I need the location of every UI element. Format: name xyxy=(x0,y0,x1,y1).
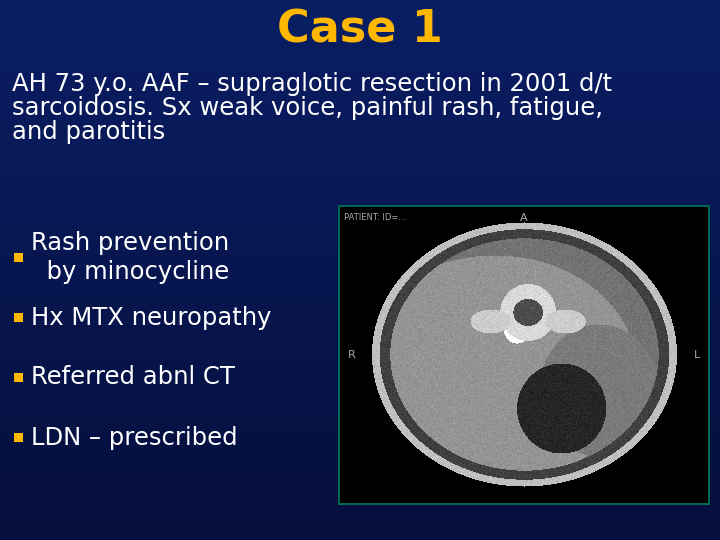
Text: LDN – prescribed: LDN – prescribed xyxy=(31,426,238,449)
Bar xyxy=(14,253,23,262)
Text: PATIENT: ID=...: PATIENT: ID=... xyxy=(344,213,406,222)
Text: A: A xyxy=(520,213,528,223)
Text: AH 73 y.o. AAF – supraglotic resection in 2001 d/t: AH 73 y.o. AAF – supraglotic resection i… xyxy=(12,72,612,96)
Text: sarcoidosis. Sx weak voice, painful rash, fatigue,: sarcoidosis. Sx weak voice, painful rash… xyxy=(12,96,603,120)
Text: R: R xyxy=(348,350,356,360)
Text: and parotitis: and parotitis xyxy=(12,120,166,144)
Bar xyxy=(708,205,710,505)
Bar xyxy=(338,205,710,207)
Text: Hx MTX neuropathy: Hx MTX neuropathy xyxy=(31,306,271,329)
Bar xyxy=(338,205,710,505)
Bar xyxy=(338,205,340,505)
Text: Case 1: Case 1 xyxy=(277,9,443,51)
Bar xyxy=(14,433,23,442)
Text: L: L xyxy=(694,350,700,360)
Text: Referred abnl CT: Referred abnl CT xyxy=(31,366,235,389)
Bar xyxy=(338,503,710,505)
Bar xyxy=(14,313,23,322)
Bar xyxy=(14,373,23,382)
Text: Rash prevention
  by minocycline: Rash prevention by minocycline xyxy=(31,231,229,285)
